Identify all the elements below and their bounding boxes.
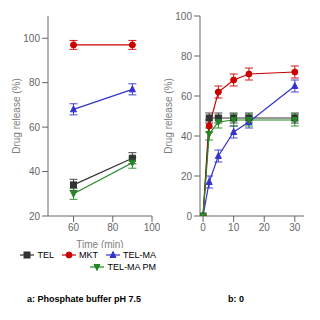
svg-text:100: 100	[175, 11, 192, 22]
svg-text:60: 60	[181, 91, 193, 102]
svg-text:10: 10	[228, 222, 240, 233]
svg-text:Time (min): Time (min)	[76, 239, 123, 248]
svg-text:Drug release (%): Drug release (%)	[11, 78, 22, 154]
html-text:a: Phosphate buffer pH 7.5: a: Phosphate buffer pH 7.5	[27, 294, 141, 304]
svg-text:Drug release (%): Drug release (%)	[163, 78, 174, 154]
svg-text:30: 30	[289, 222, 301, 233]
svg-text:20: 20	[29, 211, 41, 222]
svg-text:0: 0	[200, 222, 206, 233]
html-text:TEL-MA PM: TEL-MA PM	[107, 262, 156, 272]
svg-text:80: 80	[181, 51, 193, 62]
svg-text:80: 80	[107, 222, 119, 233]
svg-text:20: 20	[259, 222, 271, 233]
html-text:MKT: MKT	[79, 250, 98, 260]
html-text:TEL-MA: TEL-MA	[123, 250, 156, 260]
svg-text:40: 40	[181, 131, 193, 142]
svg-text:100: 100	[144, 222, 160, 233]
svg-text:100: 100	[23, 33, 40, 44]
svg-text:40: 40	[29, 166, 41, 177]
svg-text:60: 60	[68, 222, 80, 233]
svg-text:20: 20	[181, 171, 193, 182]
svg-text:80: 80	[29, 77, 41, 88]
html-text:b: 0: b: 0	[228, 294, 244, 304]
svg-text:60: 60	[29, 122, 41, 133]
svg-text:0: 0	[186, 211, 192, 222]
html-text:TEL: TEL	[37, 250, 54, 260]
